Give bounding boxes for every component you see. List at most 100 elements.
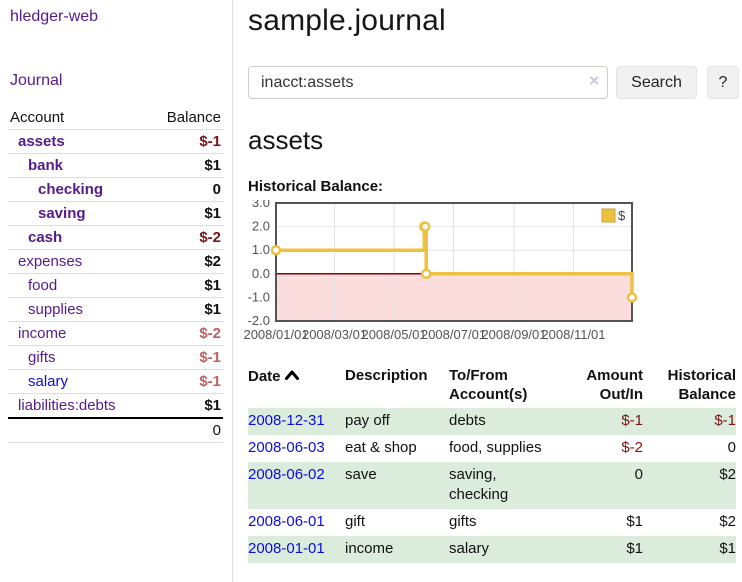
transaction-amount: $-1 <box>621 412 643 429</box>
svg-text:2008/07/01: 2008/07/01 <box>421 327 486 342</box>
transaction-date-link[interactable]: 2008-06-01 <box>248 513 325 530</box>
clear-search-icon[interactable]: × <box>589 71 599 90</box>
account-link-income[interactable]: income <box>18 325 67 342</box>
svg-text:2.0: 2.0 <box>252 219 270 234</box>
transaction-accounts: salary <box>449 540 490 557</box>
brand-link[interactable]: hledger-web <box>10 8 99 25</box>
account-row: saving $1 <box>8 202 223 226</box>
transaction-date-link[interactable]: 2008-12-31 <box>248 412 325 429</box>
transaction-row: 2008-06-03 eat & shop food, supplies $-2 0 <box>248 435 736 462</box>
account-balance: $2 <box>204 253 221 270</box>
account-balance: $-1 <box>199 349 221 366</box>
account-row: checking 0 <box>8 178 223 202</box>
account-column-header: Account <box>10 109 65 126</box>
transaction-balance: 0 <box>727 439 736 456</box>
register-header-row: Date Description To/From Account(s) Amou… <box>248 364 736 408</box>
account-row: gifts $-1 <box>8 346 223 370</box>
account-link-food[interactable]: food <box>28 277 58 294</box>
svg-text:1.0: 1.0 <box>252 242 270 257</box>
account-link-saving[interactable]: saving <box>38 205 86 222</box>
transaction-description: income <box>345 540 394 557</box>
search-help-button[interactable]: ? <box>707 66 739 99</box>
description-column-header: Description <box>345 367 428 384</box>
transaction-amount: 0 <box>634 466 643 483</box>
transaction-balance: $2 <box>719 466 736 483</box>
transaction-date-link[interactable]: 2008-06-02 <box>248 466 325 483</box>
search-button[interactable]: Search <box>616 66 697 99</box>
account-link-salary[interactable]: salary <box>28 373 69 390</box>
transaction-date-link[interactable]: 2008-06-03 <box>248 439 325 456</box>
transaction-date-link[interactable]: 2008-01-01 <box>248 540 325 557</box>
svg-text:-2.0: -2.0 <box>248 313 270 328</box>
balance-column-header: Balance <box>166 109 221 126</box>
sort-ascending-icon <box>284 366 299 385</box>
accounts-table: Account Balance assets $-1 bank $1 checking 0… <box>8 106 223 443</box>
chart-title: Historical Balance: <box>248 178 384 195</box>
account-row: food $1 <box>8 274 223 298</box>
accounts-header-row: Account Balance <box>8 106 223 130</box>
svg-text:2008/09/01: 2008/09/01 <box>481 327 546 342</box>
search-input[interactable] <box>248 66 608 99</box>
account-link-supplies[interactable]: supplies <box>28 301 84 318</box>
account-link-assets[interactable]: assets <box>18 133 65 150</box>
transaction-balance: $1 <box>719 540 736 557</box>
register-table: Date Description To/From Account(s) Amou… <box>248 364 736 563</box>
date-column-header[interactable]: Date <box>248 364 345 408</box>
transaction-balance: $2 <box>719 513 736 530</box>
transaction-row: 2008-06-01 gift gifts $1 $2 <box>248 509 736 536</box>
svg-text:3.0: 3.0 <box>252 200 270 210</box>
account-link-expenses[interactable]: expenses <box>18 253 83 270</box>
account-row: income $-2 <box>8 322 223 346</box>
chart-container: $3.0 2.0 1.0 0.0 -1.0 -2.0 2008/01/01 2008/03/0… <box>243 195 644 348</box>
total-spacer <box>8 418 148 443</box>
svg-text:-1.0: -1.0 <box>248 289 270 304</box>
account-balance: $1 <box>204 205 221 222</box>
transaction-accounts: debts <box>449 412 486 429</box>
account-link-liabilities-debts[interactable]: liabilities:debts <box>18 397 116 414</box>
svg-text:2008/11/01: 2008/11/01 <box>541 327 605 342</box>
svg-text:2008/01/01: 2008/01/01 <box>244 327 309 342</box>
account-link-bank[interactable]: bank <box>28 157 64 174</box>
account-row: supplies $1 <box>8 298 223 322</box>
total-row: 0 <box>8 418 223 443</box>
transaction-row: 2008-12-31 pay off debts $-1 $-1 <box>248 408 736 435</box>
transaction-balance: $-1 <box>714 412 736 429</box>
account-balance: 0 <box>212 181 221 198</box>
svg-text:0.0: 0.0 <box>252 266 270 281</box>
account-link-cash[interactable]: cash <box>28 229 63 246</box>
tofrom-column-header: To/From Account(s) <box>449 367 528 403</box>
transaction-description: pay off <box>345 412 390 429</box>
account-row: liabilities:debts $1 <box>8 394 223 418</box>
transaction-amount: $-2 <box>621 439 643 456</box>
accounts-table-body: assets $-1 bank $1 checking 0 saving $1 cash $-2 e… <box>8 130 223 418</box>
svg-text:$: $ <box>618 208 626 223</box>
account-balance: $-2 <box>199 229 221 246</box>
account-row: salary $-1 <box>8 370 223 394</box>
account-balance: $1 <box>204 397 221 414</box>
account-link-gifts[interactable]: gifts <box>28 349 56 366</box>
transaction-accounts: food, supplies <box>449 439 542 456</box>
account-row: assets $-1 <box>8 130 223 154</box>
transaction-amount: $1 <box>626 513 643 530</box>
account-balance: $1 <box>204 157 221 174</box>
page-title: sample.journal <box>248 4 446 37</box>
register-table-body: 2008-12-31 pay off debts $-1 $-1 2008-06-03 ea… <box>248 408 736 563</box>
account-link-checking[interactable]: checking <box>38 181 104 198</box>
transaction-row: 2008-06-02 save saving, checking 0 $2 <box>248 462 736 509</box>
total-balance: 0 <box>212 422 221 439</box>
search-form: × Search ? <box>248 66 742 99</box>
svg-text:2008/05/01: 2008/05/01 <box>361 327 426 342</box>
transaction-description: save <box>345 466 377 483</box>
account-row: expenses $2 <box>8 250 223 274</box>
account-balance: $1 <box>204 301 221 318</box>
transaction-amount: $1 <box>626 540 643 557</box>
transaction-accounts: gifts <box>449 513 477 530</box>
svg-text:2008/03/01: 2008/03/01 <box>302 327 367 342</box>
account-balance: $-2 <box>199 325 221 342</box>
transaction-accounts: saving, checking <box>449 466 509 503</box>
account-balance: $-1 <box>199 133 221 150</box>
balance-column-header-register: Historical Balance <box>667 367 736 403</box>
historical-balance-chart: $3.0 2.0 1.0 0.0 -1.0 -2.02008/01/012008/03/0… <box>243 195 638 342</box>
transaction-description: gift <box>345 513 366 530</box>
sidebar-item-journal[interactable]: Journal <box>10 72 63 89</box>
